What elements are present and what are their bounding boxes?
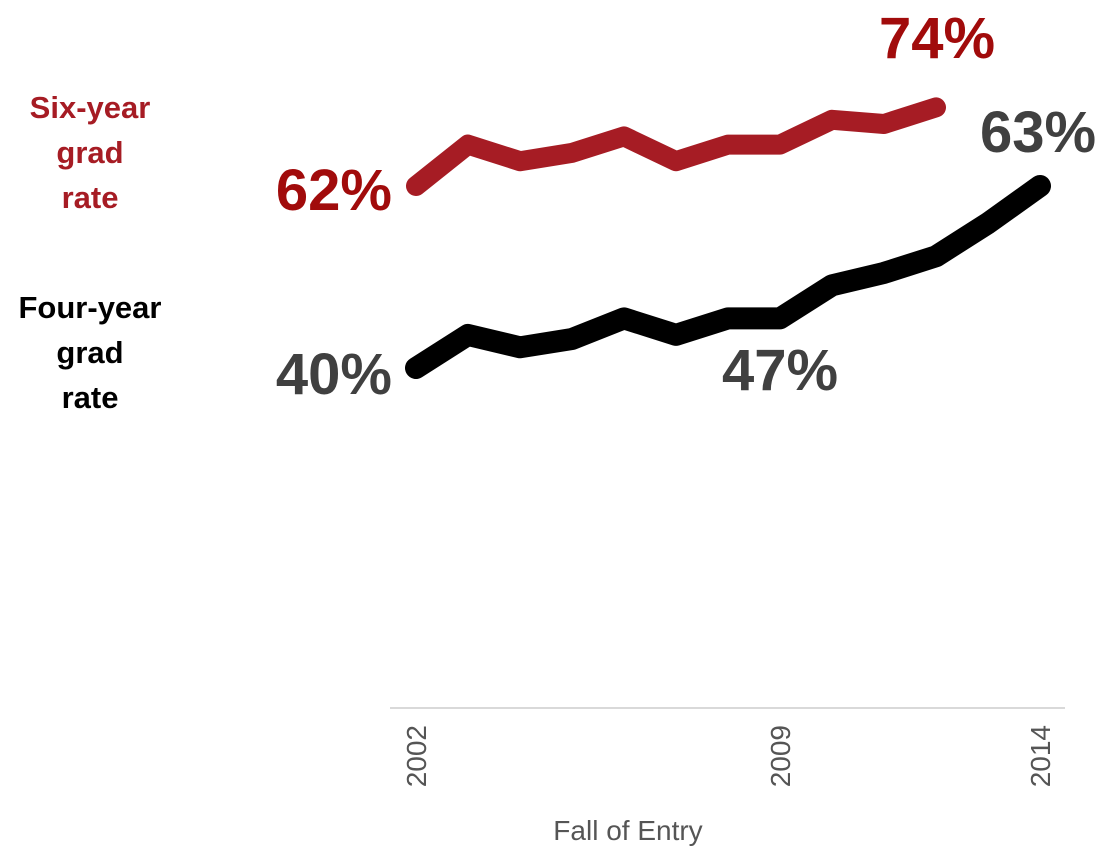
series-line-six-year bbox=[406, 97, 946, 196]
x-tick-label-2009: 2009 bbox=[765, 725, 796, 787]
tick-layer: 2002 2009 2014 bbox=[401, 725, 1056, 787]
legend-label-six-year: Six-year grad rate bbox=[29, 90, 151, 215]
value-label-four-year-2014: 63% bbox=[980, 100, 1096, 165]
legend-label-four-year: Four-year grad rate bbox=[18, 290, 162, 415]
series-line-four-year bbox=[405, 175, 1051, 379]
x-tick-label-2002: 2002 bbox=[401, 725, 432, 787]
value-label-four-year-2002: 40% bbox=[276, 342, 392, 407]
x-axis-title: Fall of Entry bbox=[553, 815, 702, 846]
value-label-six-year-2002: 62% bbox=[276, 158, 392, 223]
x-tick-label-2014: 2014 bbox=[1025, 725, 1056, 787]
value-label-four-year-2009: 47% bbox=[722, 338, 838, 403]
value-label-six-year-2012: 74% bbox=[879, 6, 995, 71]
series-layer: 62% 74% 40% 47% 63% bbox=[276, 6, 1096, 407]
